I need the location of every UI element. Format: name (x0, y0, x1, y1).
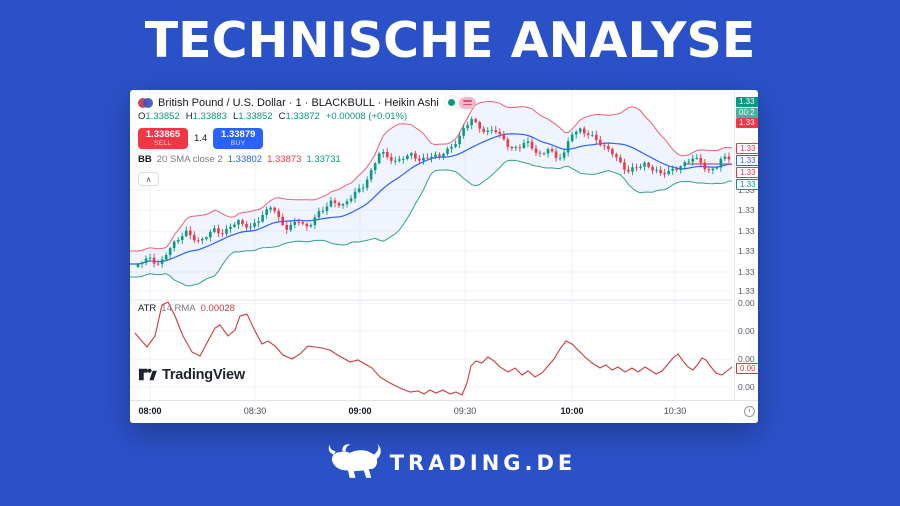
price-axis-label: 0.00 (738, 354, 755, 364)
page-title: TECHNISCHE ANALYSE (144, 12, 756, 69)
ohlc-close-value: 1.33872 (285, 111, 320, 122)
bb-name: BB (138, 154, 152, 165)
brand-name: TRADING.DE (389, 451, 577, 475)
price-axis-label: 0.00 (736, 363, 758, 374)
price-chart-canvas[interactable] (130, 90, 734, 400)
time-axis-label: 08:30 (243, 406, 267, 416)
bull-icon (328, 443, 381, 478)
ohlc-low-value: 1.33852 (238, 111, 273, 122)
price-axis-label: 1.33 (738, 226, 755, 236)
tradingview-logo-icon (138, 368, 157, 381)
ohlc-high-label: H (185, 111, 193, 122)
ohlc-low-label: L (232, 111, 239, 122)
price-axis-label: 1.33 (738, 246, 755, 256)
tradingview-watermark: TradingView (138, 365, 245, 384)
symbol-status (447, 96, 476, 109)
atr-name: ATR (138, 303, 157, 314)
time-axis-label: 09:30 (453, 406, 477, 416)
brand-footer: TRADING.DE (0, 443, 900, 483)
atr-params: 14 RMA (161, 303, 196, 314)
market-open-dot-icon[interactable] (447, 99, 455, 106)
buy-price: 1.33879 (221, 129, 256, 140)
bb-lower-value: 1.33731 (306, 154, 341, 165)
bb-upper-value: 1.33873 (267, 154, 302, 165)
price-axis[interactable]: 1.33 1.33 1.33 1.33 1.33 1.33 0.00 0.00 0.00 0.00… (734, 90, 758, 400)
time-axis-label: 10:30 (663, 406, 687, 416)
price-axis-label: 1.33 (738, 286, 755, 296)
price-axis-label: 1.33 (738, 205, 755, 215)
bb-basis-value: 1.33802 (227, 154, 263, 165)
watermark-label: TradingView (162, 366, 245, 383)
bb-params: 20 SMA close 2 (156, 154, 223, 165)
sell-button[interactable]: 1.33865 SELL (138, 128, 188, 149)
time-axis[interactable]: 08:00 08:30 09:00 09:30 10:00 10:30 (130, 400, 758, 423)
bb-indicator-legend[interactable]: BB 20 SMA close 2 1.33802 1.33873 1.3373… (138, 154, 341, 165)
price-axis-label: 1.33 (736, 179, 758, 190)
price-axis-label: 0.00 (738, 326, 755, 336)
atr-indicator-legend[interactable]: ATR 14 RMA 0.00028 (138, 303, 235, 314)
price-axis-label: 1.33 (736, 155, 758, 166)
time-axis-label: 08:00 (138, 406, 162, 416)
timezone-clock-icon[interactable] (744, 406, 755, 417)
atr-value: 0.00028 (200, 303, 235, 314)
ohlc-change-value: +0.00008 (+0.01%) (325, 111, 408, 122)
price-axis-label: 1.33 (736, 97, 758, 107)
price-axis-label: 1.33 (736, 143, 758, 154)
price-axis-label: 00:2 (736, 108, 758, 118)
ohlc-open-label: O (138, 111, 146, 122)
tradingview-chart-window: British Pound / U.S. Dollar · 1 · BLACKB… (130, 90, 758, 423)
price-axis-label: 0.00 (738, 382, 755, 392)
sell-price: 1.33865 (145, 129, 181, 140)
trade-panel: 1.33865 SELL 1.4 1.33879 BUY (138, 128, 264, 149)
buy-label: BUY (230, 139, 246, 147)
price-axis-label: 1.33 (738, 185, 755, 195)
symbol-title[interactable]: British Pound / U.S. Dollar · 1 · BLACKB… (158, 96, 439, 109)
ohlc-open-value: 1.33852 (145, 111, 180, 122)
chart-header: British Pound / U.S. Dollar · 1 · BLACKB… (138, 95, 476, 110)
time-axis-label: 09:00 (348, 406, 372, 416)
ohlc-high-value: 1.33883 (192, 111, 227, 122)
price-axis-label: 1.33 (736, 167, 758, 178)
currency-pair-icon (138, 97, 153, 109)
ohlc-row: O1.33852 H1.33883 L1.33852 C1.33872 +0.0… (138, 111, 407, 122)
buy-button[interactable]: 1.33879 BUY (213, 128, 264, 149)
ohlc-close-label: C (278, 111, 286, 122)
time-axis-label: 10:00 (560, 406, 584, 416)
sell-label: SELL (154, 139, 172, 147)
spread-value: 1.4 (194, 133, 208, 144)
price-axis-label: 1.33 (736, 118, 758, 128)
price-axis-label: 1.33 (738, 267, 755, 277)
data-feed-icon[interactable] (458, 96, 476, 109)
collapse-legend-button[interactable]: ∧ (138, 172, 159, 186)
price-axis-label: 0.00 (738, 298, 755, 308)
